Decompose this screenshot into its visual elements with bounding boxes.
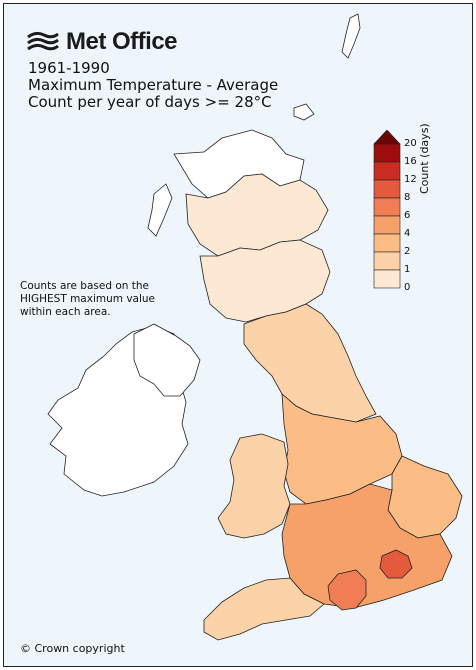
methodology-note: Counts are based on the HIGHEST maximum … [20,280,155,318]
map-region-east-anglia [387,455,463,539]
map-island-shetland [341,13,361,59]
map-region-north-england [243,303,377,423]
legend: 20 16 12 8 6 4 2 1 0 [372,129,417,296]
legend-swatch [373,215,401,235]
map-region-northern-scotland [185,173,329,257]
title-period: 1961-1990 [28,59,110,77]
met-office-wave-icon [27,31,59,51]
legend-swatch [373,251,401,271]
uk-map [47,13,463,641]
map-region-northern-ireland [133,323,201,397]
title-variable: Maximum Temperature - Average [28,76,279,94]
brand-name: Met Office [66,28,178,55]
legend-label: Count (days) [418,123,431,194]
legend-tick-label: 6 [404,210,411,221]
map-region-sussex [327,569,367,611]
legend-tick-label: 16 [404,156,417,167]
legend-swatch [373,179,401,199]
legend-swatch [373,269,401,289]
legend-swatch [373,143,401,163]
copyright-notice: © Crown copyright [20,642,125,655]
map-title: 1961-1990 Maximum Temperature - Average … [28,60,278,111]
legend-tick-label: 20 [404,138,417,149]
legend-tick-label: 12 [404,174,417,185]
map-region-southern-scotland [199,239,331,323]
legend-swatch [373,197,401,217]
title-metric: Count per year of days >= 28°C [28,93,272,111]
map-region-wales [217,433,291,539]
map-frame: Met Office 1961-1990 Maximum Temperature… [3,3,473,667]
legend-tick-label: 8 [404,192,411,203]
legend-swatch [373,161,401,181]
map-region-south-west [203,577,325,641]
legend-tick-label: 1 [404,264,411,275]
brand-logo: Met Office [26,28,178,56]
map-region-london [379,549,413,579]
map-island-orkney [293,103,315,121]
legend-tick-label: 2 [404,246,411,257]
legend-swatch [373,233,401,253]
map-island-western-isles [147,183,173,237]
legend-colorbar [373,129,401,289]
legend-tick-label: 4 [404,228,411,239]
legend-extend-triangle [373,129,401,145]
legend-tick-label: 0 [404,282,411,293]
